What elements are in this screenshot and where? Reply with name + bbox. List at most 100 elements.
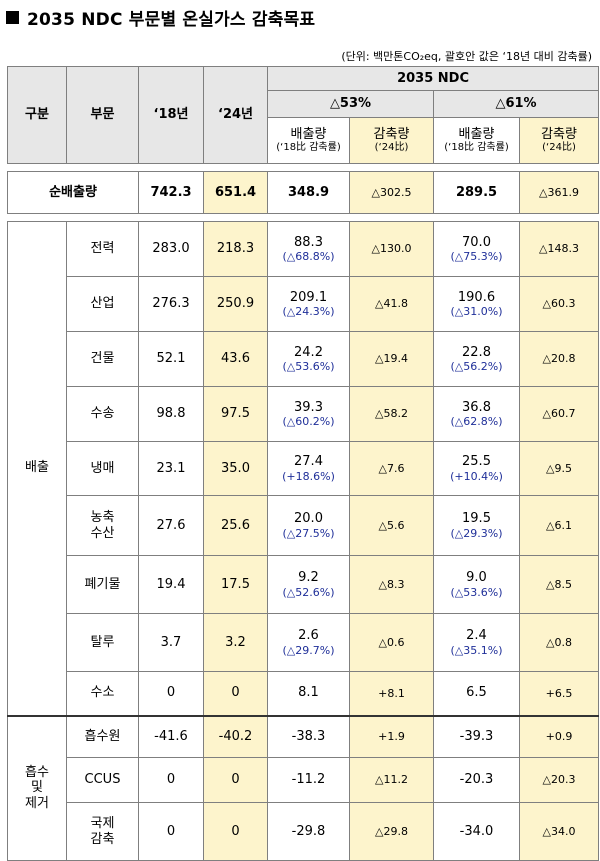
a-reduction: △8.3	[349, 555, 434, 614]
b-emission: -20.3	[433, 757, 520, 803]
a-emission-rate: (△27.5%)	[282, 526, 335, 540]
a-emission-value: 39.3	[294, 399, 323, 415]
b-emission-value: 70.0	[462, 234, 491, 250]
value-2018: 3.7	[138, 613, 204, 672]
a-reduction: △58.2	[349, 386, 434, 442]
b-emission: -39.3	[433, 714, 520, 758]
b-reduction: △20.8	[518, 331, 600, 387]
sector-name: 냉매	[66, 441, 139, 496]
a-reduction: △5.6	[349, 495, 434, 556]
a-emission: 27.4 (+18.6%)	[267, 441, 350, 496]
b-reduction: △9.5	[518, 441, 600, 496]
table-row: 건물 52.1 43.6 24.2 (△53.6%) △19.4 22.8 (△56.2%) △…	[8, 331, 600, 387]
b-reduction: △60.7	[518, 386, 600, 442]
a-emission-value: 9.2	[298, 570, 319, 586]
value-2024: 3.2	[203, 613, 268, 672]
net-a-emission: 348.9	[267, 171, 350, 214]
header-reduction-b: 감축량 (‘24比)	[518, 117, 600, 164]
b-emission-value: 190.6	[457, 289, 496, 305]
table-row: CCUS 0 0 -11.2 △11.2 -20.3 △20.3	[8, 757, 600, 803]
b-emission-value: 36.8	[462, 399, 491, 415]
value-2024: 17.5	[203, 555, 268, 614]
table-row: 국제 감축 0 0 -29.8 △29.8 -34.0 △34.0	[8, 802, 600, 861]
a-emission-value: 24.2	[294, 344, 323, 360]
table-row: 농축 수산 27.6 25.6 20.0 (△27.5%) △5.6 19.5 (△29.3%…	[8, 495, 600, 556]
a-emission-value: 20.0	[294, 511, 323, 527]
header-category: 구분	[7, 66, 67, 164]
b-emission-rate: (△35.1%)	[450, 643, 503, 657]
b-reduction: +6.5	[518, 671, 600, 716]
sector-name: 탈루	[66, 613, 139, 672]
page-title: 2035 NDC 부문별 온실가스 감축목표	[6, 4, 315, 30]
a-emission-value: 88.3	[294, 234, 323, 250]
header-reduction-a: 감축량 (‘24比)	[349, 117, 434, 164]
a-reduction: △0.6	[349, 613, 434, 672]
table-row: 폐기물 19.4 17.5 9.2 (△52.6%) △8.3 9.0 (△53.6%) △8.…	[8, 555, 600, 614]
header-ndc: 2035 NDC	[266, 66, 600, 91]
a-emission-rate: (△52.6%)	[282, 585, 335, 599]
value-2018: 23.1	[138, 441, 204, 496]
b-emission: -34.0	[433, 802, 520, 861]
sector-name: 농축 수산	[66, 495, 139, 556]
net-a-reduction: △302.5	[349, 171, 434, 214]
b-emission-value: 2.4	[466, 628, 487, 644]
a-emission-rate: (△29.7%)	[282, 643, 335, 657]
a-reduction: △41.8	[349, 276, 434, 332]
value-2018: 283.0	[138, 221, 204, 277]
b-reduction: △8.5	[518, 555, 600, 614]
sector-name: 폐기물	[66, 555, 139, 614]
value-2024: 218.3	[203, 221, 268, 277]
b-emission-value: 6.5	[466, 685, 487, 701]
value-2018: 52.1	[138, 331, 204, 387]
a-emission: 209.1 (△24.3%)	[267, 276, 350, 332]
b-emission-rate: (△56.2%)	[450, 360, 503, 374]
b-reduction: △60.3	[518, 276, 600, 332]
a-emission-rate: (△68.8%)	[282, 250, 335, 264]
a-emission: 8.1	[267, 671, 350, 716]
ndc-table: 구분 부문 ‘18년 ‘24년 2035 NDC △53% △61% 배출량 (‘…	[7, 66, 600, 861]
value-2018: 0	[138, 757, 204, 803]
b-reduction: △6.1	[518, 495, 600, 556]
header-2018: ‘18년	[138, 66, 204, 164]
table-row: 탈루 3.7 3.2 2.6 (△29.7%) △0.6 2.4 (△35.1%) △0.8	[8, 613, 600, 672]
sector-name: 전력	[66, 221, 139, 277]
table-row: 수송 98.8 97.5 39.3 (△60.2%) △58.2 36.8 (△62.8%) △…	[8, 386, 600, 442]
group-emission: 배출	[7, 221, 67, 716]
b-reduction: △34.0	[518, 802, 600, 861]
a-emission: -38.3	[267, 714, 350, 758]
value-2024: 43.6	[203, 331, 268, 387]
table-row: 배출 전력 283.0 218.3 88.3 (△68.8%) △130.0 70.0 (△75…	[7, 221, 600, 716]
a-reduction: △29.8	[349, 802, 434, 861]
b-emission: 2.4 (△35.1%)	[433, 613, 520, 672]
sector-name: 수송	[66, 386, 139, 442]
b-emission: 36.8 (△62.8%)	[433, 386, 520, 442]
a-reduction: +8.1	[349, 671, 434, 716]
a-emission-value: 209.1	[289, 289, 328, 305]
table-row: 흡수 및 제거 흡수원 -41.6 -40.2 -38.3 +1.9 -39.3 +0.9	[7, 714, 600, 861]
b-emission: 70.0 (△75.3%)	[433, 221, 520, 277]
b-emission-rate: (△53.6%)	[450, 585, 503, 599]
b-emission-value: 9.0	[466, 570, 487, 586]
net-label: 순배출량	[7, 171, 139, 214]
a-emission: 88.3 (△68.8%)	[267, 221, 350, 277]
header-emission-b: 배출량 (‘18比 감축률)	[433, 117, 520, 164]
value-2018: 276.3	[138, 276, 204, 332]
net-b-reduction: △361.9	[518, 171, 600, 214]
a-emission-rate: (△53.6%)	[282, 360, 335, 374]
sector-name: CCUS	[66, 757, 139, 803]
value-2018: 19.4	[138, 555, 204, 614]
a-reduction: △7.6	[349, 441, 434, 496]
b-emission: 25.5 (+10.4%)	[433, 441, 520, 496]
value-2024: 0	[203, 802, 268, 861]
header-emission-a: 배출량 (‘18比 감축률)	[267, 117, 350, 164]
value-2024: 250.9	[203, 276, 268, 332]
value-2024: 0	[203, 757, 268, 803]
value-2024: -40.2	[203, 714, 268, 758]
a-emission: -29.8	[267, 802, 350, 861]
b-reduction: +0.9	[518, 714, 600, 758]
header-2024: ‘24년	[203, 66, 268, 164]
a-emission: 9.2 (△52.6%)	[267, 555, 350, 614]
value-2018: -41.6	[138, 714, 204, 758]
b-reduction: △148.3	[518, 221, 600, 277]
b-reduction: △0.8	[518, 613, 600, 672]
